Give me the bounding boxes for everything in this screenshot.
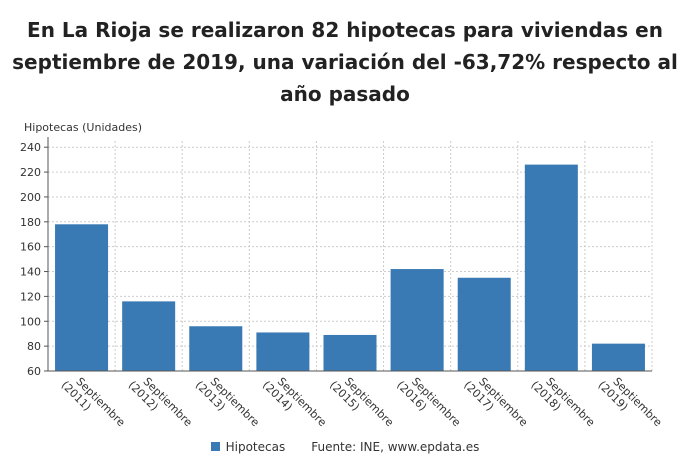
- legend-swatch: [210, 442, 220, 451]
- bar-2: [189, 326, 243, 371]
- legend-series-label: Hipotecas: [225, 440, 286, 454]
- bar-0: [55, 224, 109, 371]
- x-tick-label: Septiembre(2018): [528, 369, 597, 438]
- bar-6: [457, 277, 511, 371]
- y-tick-label: 180: [20, 216, 41, 229]
- bars: [55, 164, 645, 371]
- y-axis-label: Hipotecas (Unidades): [24, 121, 142, 134]
- x-tick-label: Septiembre(2015): [327, 369, 396, 438]
- x-tick-label: Septiembre(2016): [394, 369, 463, 438]
- bar-5: [390, 269, 444, 371]
- y-tick-label: 160: [20, 241, 41, 254]
- y-tick-label: 120: [20, 290, 41, 303]
- bar-4: [323, 334, 377, 371]
- y-tick-label: 100: [20, 315, 41, 328]
- y-tick-label: 200: [20, 191, 41, 204]
- legend: Hipotecas Fuente: INE, www.epdata.es: [0, 440, 690, 454]
- y-tick-label: 240: [20, 141, 41, 154]
- bar-7: [524, 164, 578, 371]
- bar-3: [256, 332, 310, 371]
- x-tick-label: Septiembre(2013): [193, 369, 262, 438]
- axes: [44, 137, 652, 372]
- source-credit: Fuente: INE, www.epdata.es: [311, 440, 480, 454]
- x-tick-label: Septiembre(2012): [126, 369, 195, 438]
- y-tick-label: 220: [20, 166, 41, 179]
- bar-1: [122, 301, 176, 371]
- x-tick-label: Septiembre(2014): [260, 369, 329, 438]
- y-tick-label: 140: [20, 266, 41, 279]
- x-tick-label: Septiembre(2019): [595, 369, 664, 438]
- x-tick-label: Septiembre(2011): [59, 369, 128, 438]
- x-tick-label: Septiembre(2017): [461, 369, 530, 438]
- chart-title: En La Rioja se realizaron 82 hipotecas p…: [12, 18, 678, 106]
- y-tick-label: 80: [27, 340, 41, 353]
- y-tick-label: 60: [27, 365, 41, 378]
- bar-8: [591, 343, 645, 371]
